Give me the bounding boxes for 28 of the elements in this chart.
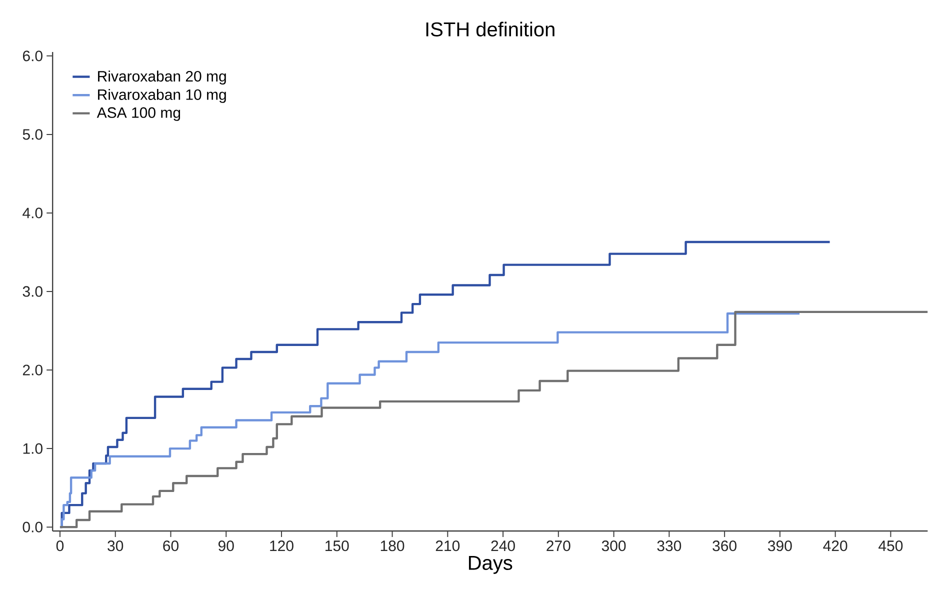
y-tick-label: 0.0 xyxy=(22,522,42,532)
x-tick-label: 330 xyxy=(657,540,682,552)
chart-title: ISTH definition xyxy=(426,22,554,36)
x-tick-label: 180 xyxy=(380,540,404,552)
x-tick-label: 0 xyxy=(56,540,64,552)
x-tick-label: 150 xyxy=(326,540,349,552)
x-tick-label: 210 xyxy=(436,540,460,552)
y-tick-label: 5.0 xyxy=(22,129,42,140)
legend-label: ASA 100 mg xyxy=(96,107,180,121)
y-tick-label: 6.0 xyxy=(22,50,42,62)
x-tick-label: 120 xyxy=(270,540,294,552)
x-axis-title: Days xyxy=(468,556,512,574)
x-tick-label: 270 xyxy=(546,540,570,552)
x-tick-label: 300 xyxy=(602,540,626,552)
legend-label: Rivaroxaban 20 mg xyxy=(98,70,226,85)
x-tick-label: 360 xyxy=(712,540,736,552)
x-tick-label: 30 xyxy=(108,540,124,552)
y-tick-label: 2.0 xyxy=(22,364,42,376)
x-tick-label: 90 xyxy=(218,540,234,552)
y-tick-label: 4.0 xyxy=(22,208,42,218)
x-tick-label: 420 xyxy=(823,540,848,552)
y-tick-label: 3.0 xyxy=(22,286,42,297)
y-tick-label: 1.0 xyxy=(23,443,42,454)
x-tick-label: 240 xyxy=(491,540,515,552)
x-tick-label: 60 xyxy=(163,540,178,552)
x-tick-label: 450 xyxy=(878,540,903,552)
legend-label: Rivaroxaban 10 mg xyxy=(98,88,226,103)
x-tick-label: 390 xyxy=(768,540,792,552)
